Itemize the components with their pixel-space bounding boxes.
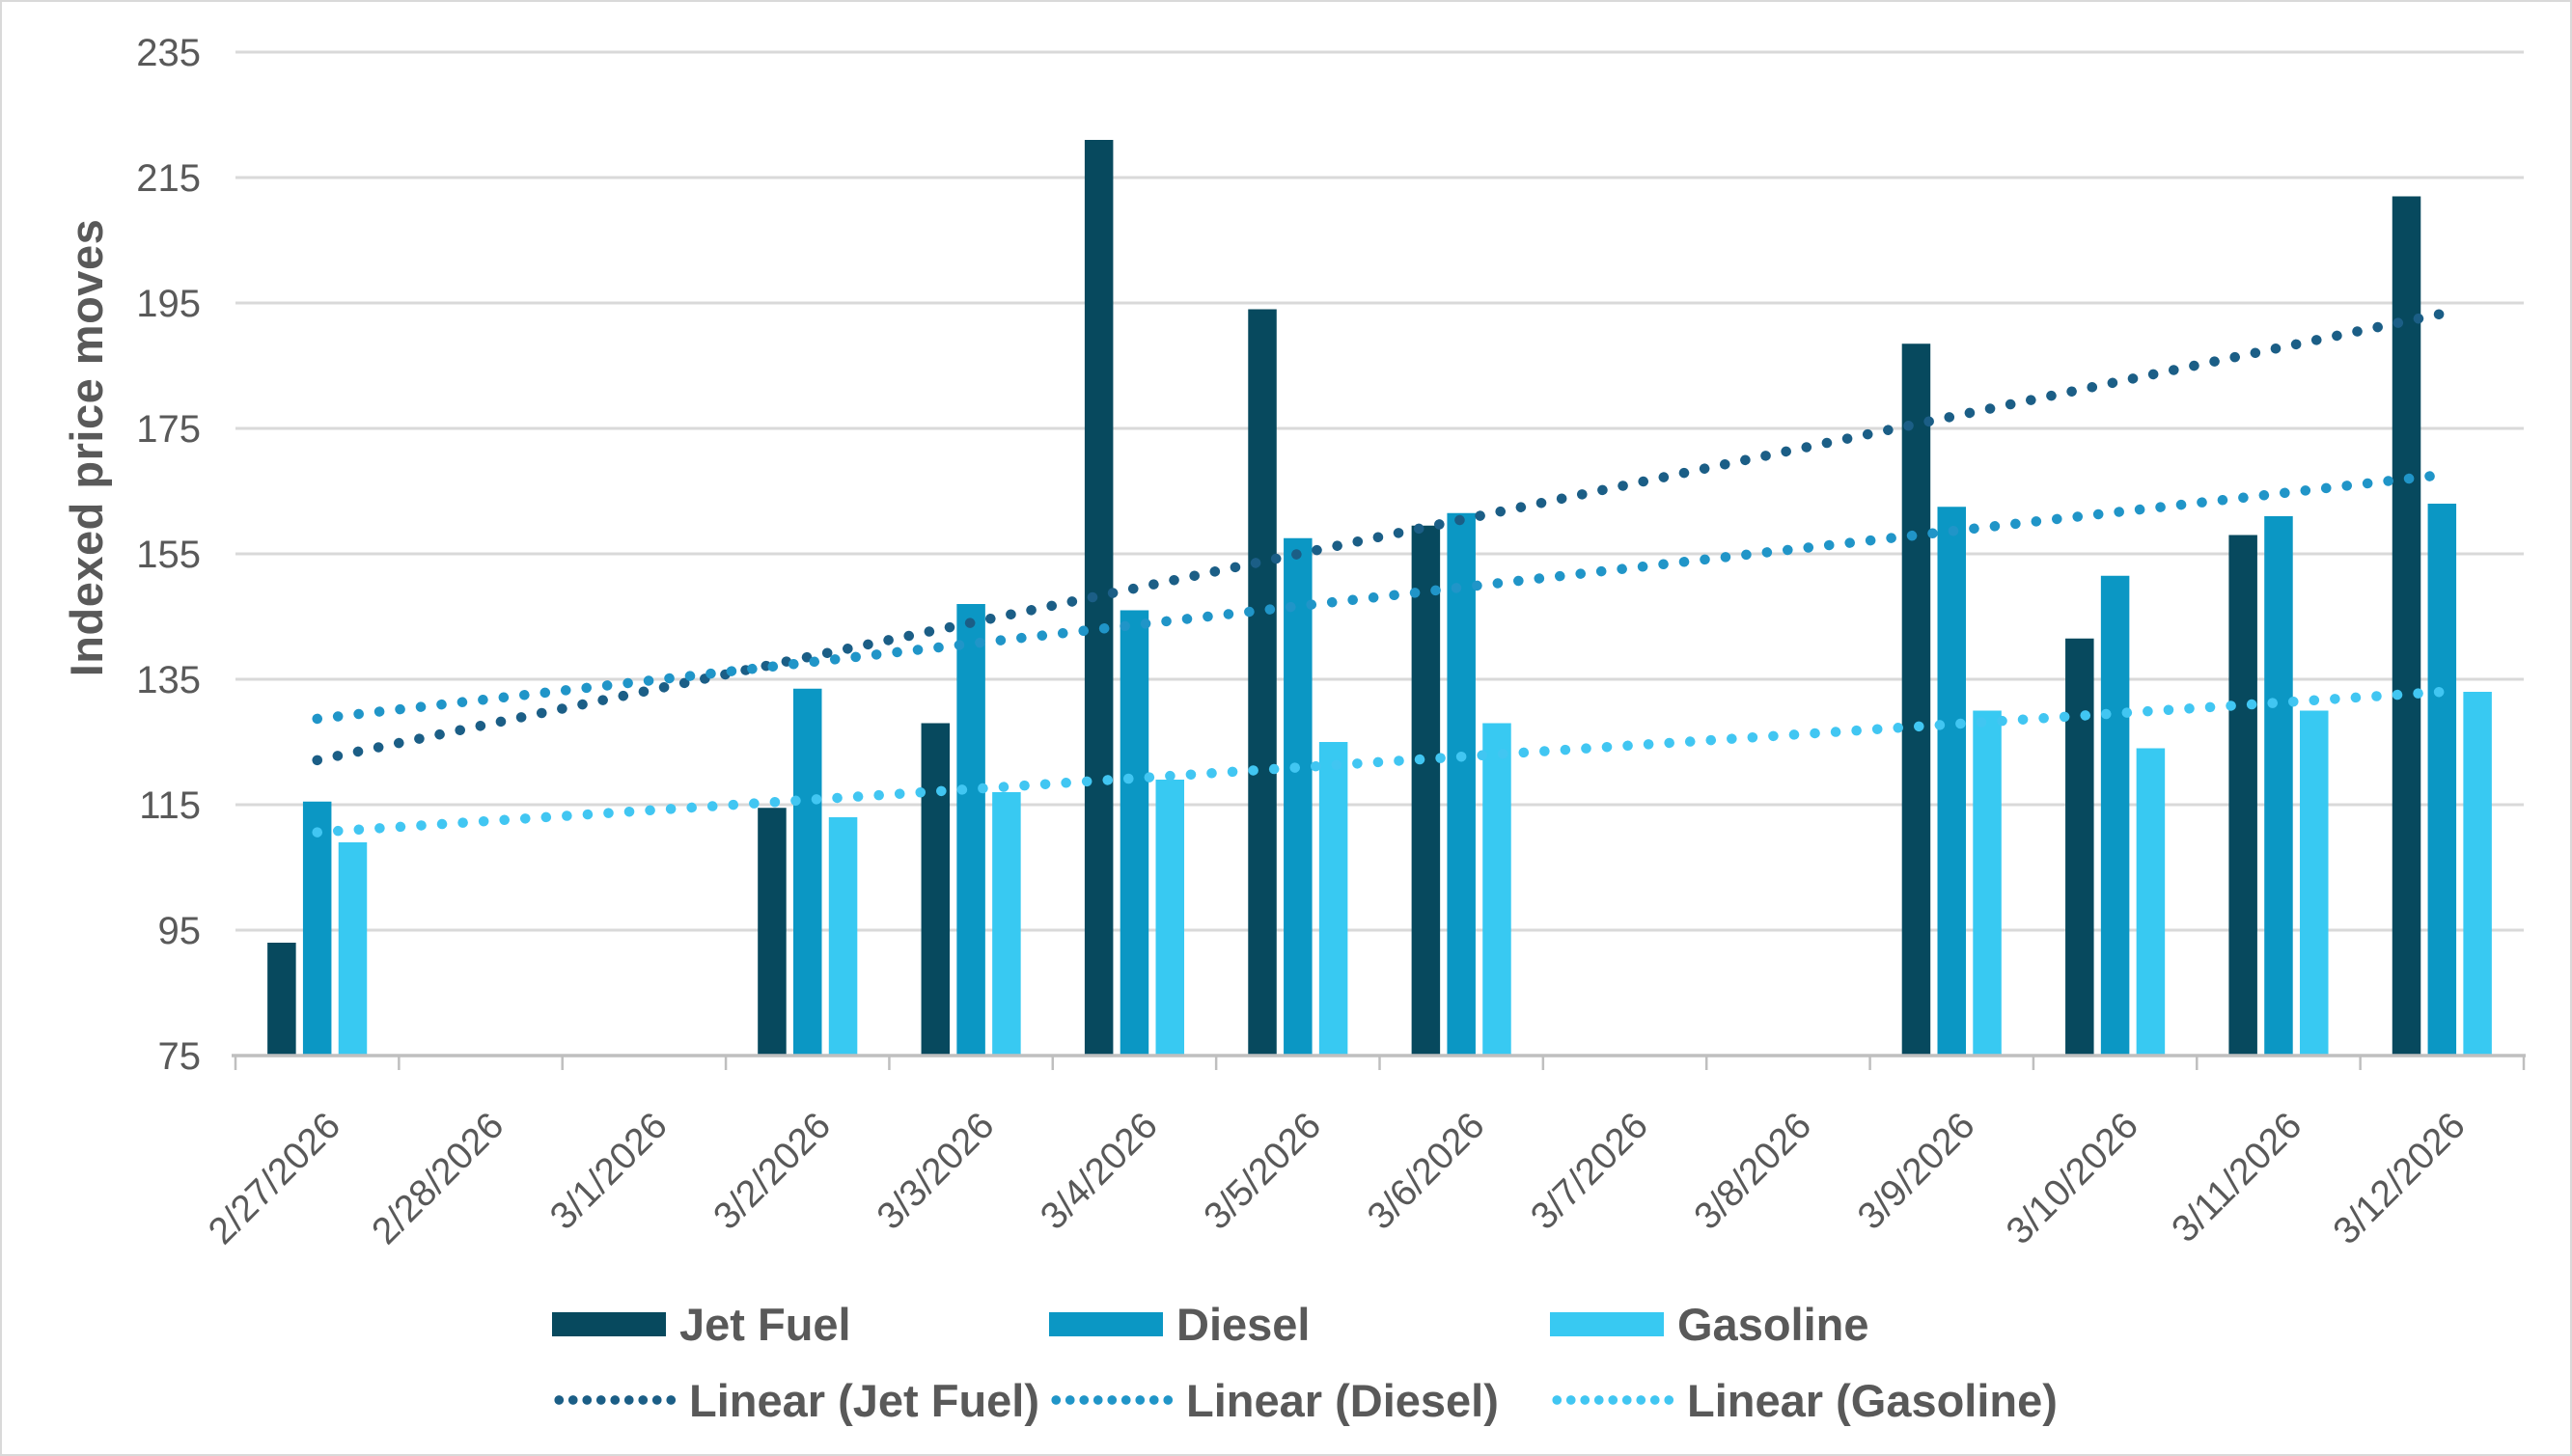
legend-swatch-linear-jet-fuel	[552, 1394, 676, 1406]
y-axis-title: Indexed price moves	[61, 218, 112, 677]
bar-gasoline-3-6-2026	[1482, 723, 1511, 1056]
bar-gasoline-3-9-2026	[1973, 710, 2002, 1056]
bar-gasoline-3-3-2026	[992, 792, 1021, 1056]
trendline-linear-diesel	[312, 469, 2448, 725]
legend-item-linear-jet-fuel: Linear (Jet Fuel)	[552, 1371, 1039, 1429]
bar-diesel-3-5-2026	[1284, 537, 1313, 1056]
bar-diesel-3-4-2026	[1120, 610, 1149, 1056]
bar-gasoline-3-5-2026	[1318, 742, 1348, 1056]
y-tick-label: 155	[136, 534, 201, 576]
legend-item-jet-fuel: Jet Fuel	[552, 1295, 851, 1353]
legend-label: Jet Fuel	[679, 1298, 851, 1350]
bar-gasoline-3-10-2026	[2136, 748, 2166, 1056]
bar-jet-fuel-3-9-2026	[1901, 343, 1931, 1056]
legend-label: Linear (Jet Fuel)	[689, 1374, 1040, 1426]
legend-item-linear-gasoline: Linear (Gasoline)	[1550, 1371, 2058, 1429]
legend-trendline-row: Linear (Jet Fuel) Linear (Diesel) Linear (…	[2, 1371, 2570, 1429]
bar-jet-fuel-3-2-2026	[758, 808, 787, 1056]
bar-gasoline-3-12-2026	[2463, 692, 2492, 1056]
x-tick-label: 2/28/2026	[364, 1105, 512, 1252]
legend-swatch-jet-fuel	[552, 1311, 666, 1336]
legend-swatch-linear-gasoline	[1550, 1394, 1673, 1406]
bar-jet-fuel-3-12-2026	[2392, 196, 2421, 1056]
bar-diesel-2-27-2026	[302, 801, 332, 1056]
x-tick-label: 3/3/2026	[870, 1105, 1003, 1238]
bar-jet-fuel-2-27-2026	[267, 943, 296, 1056]
bar-gasoline-3-11-2026	[2300, 710, 2329, 1056]
legend-swatch-diesel	[1049, 1311, 1163, 1336]
x-tick-label: 3/7/2026	[1523, 1105, 1656, 1238]
bar-jet-fuel-3-3-2026	[921, 723, 951, 1056]
bar-diesel-3-3-2026	[956, 604, 985, 1056]
trendline-linear-jet-fuel	[312, 308, 2448, 766]
bar-jet-fuel-3-10-2026	[2065, 638, 2094, 1056]
legend-label: Linear (Diesel)	[1186, 1374, 1499, 1426]
x-tick-label: 3/1/2026	[542, 1105, 676, 1238]
bar-diesel-3-2-2026	[793, 688, 822, 1056]
y-tick-label: 175	[136, 408, 201, 451]
bar-jet-fuel-3-5-2026	[1248, 309, 1277, 1056]
x-tick-label: 3/8/2026	[1687, 1105, 1820, 1238]
x-tick-label: 3/5/2026	[1196, 1105, 1329, 1238]
bar-jet-fuel-3-11-2026	[2228, 535, 2257, 1056]
bar-diesel-3-11-2026	[2264, 516, 2293, 1056]
y-tick-label: 115	[139, 784, 201, 827]
legend-item-linear-diesel: Linear (Diesel)	[1049, 1371, 1499, 1429]
bar-jet-fuel-3-6-2026	[1411, 525, 1441, 1056]
legend-label: Gasoline	[1677, 1298, 1869, 1350]
y-tick-label: 235	[136, 32, 201, 74]
x-tick-label: 3/9/2026	[1850, 1105, 1983, 1238]
legend-series-row: Jet Fuel Diesel Gasoline	[2, 1295, 2570, 1353]
y-tick-label: 135	[136, 659, 201, 701]
legend-label: Diesel	[1176, 1298, 1311, 1350]
trendline-linear-gasoline	[312, 686, 2448, 838]
x-tick-label: 3/12/2026	[2326, 1105, 2474, 1252]
x-tick-label: 3/4/2026	[1033, 1105, 1166, 1238]
legend-swatch-linear-diesel	[1049, 1394, 1173, 1406]
bar-diesel-3-12-2026	[2427, 504, 2457, 1056]
y-tick-label: 75	[158, 1035, 202, 1078]
bar-diesel-3-6-2026	[1447, 512, 1476, 1056]
x-tick-label: 3/2/2026	[705, 1105, 839, 1238]
x-tick-label: 2/27/2026	[201, 1105, 348, 1252]
y-tick-label: 195	[136, 283, 201, 325]
x-tick-label: 3/10/2026	[1999, 1105, 2146, 1252]
y-tick-label: 215	[136, 157, 201, 200]
y-tick-label: 95	[158, 910, 202, 952]
legend-item-gasoline: Gasoline	[1550, 1295, 1869, 1353]
legend-label: Linear (Gasoline)	[1687, 1374, 2058, 1426]
bar-gasoline-2-27-2026	[338, 842, 368, 1056]
bar-gasoline-3-2-2026	[828, 817, 858, 1056]
x-tick-label: 3/11/2026	[2164, 1105, 2309, 1250]
legend-item-diesel: Diesel	[1049, 1295, 1310, 1353]
legend-swatch-gasoline	[1550, 1311, 1664, 1336]
bar-gasoline-3-4-2026	[1155, 780, 1185, 1056]
bar-diesel-3-9-2026	[1937, 507, 1966, 1056]
bar-diesel-3-10-2026	[2100, 575, 2130, 1056]
x-tick-label: 3/6/2026	[1360, 1105, 1493, 1238]
